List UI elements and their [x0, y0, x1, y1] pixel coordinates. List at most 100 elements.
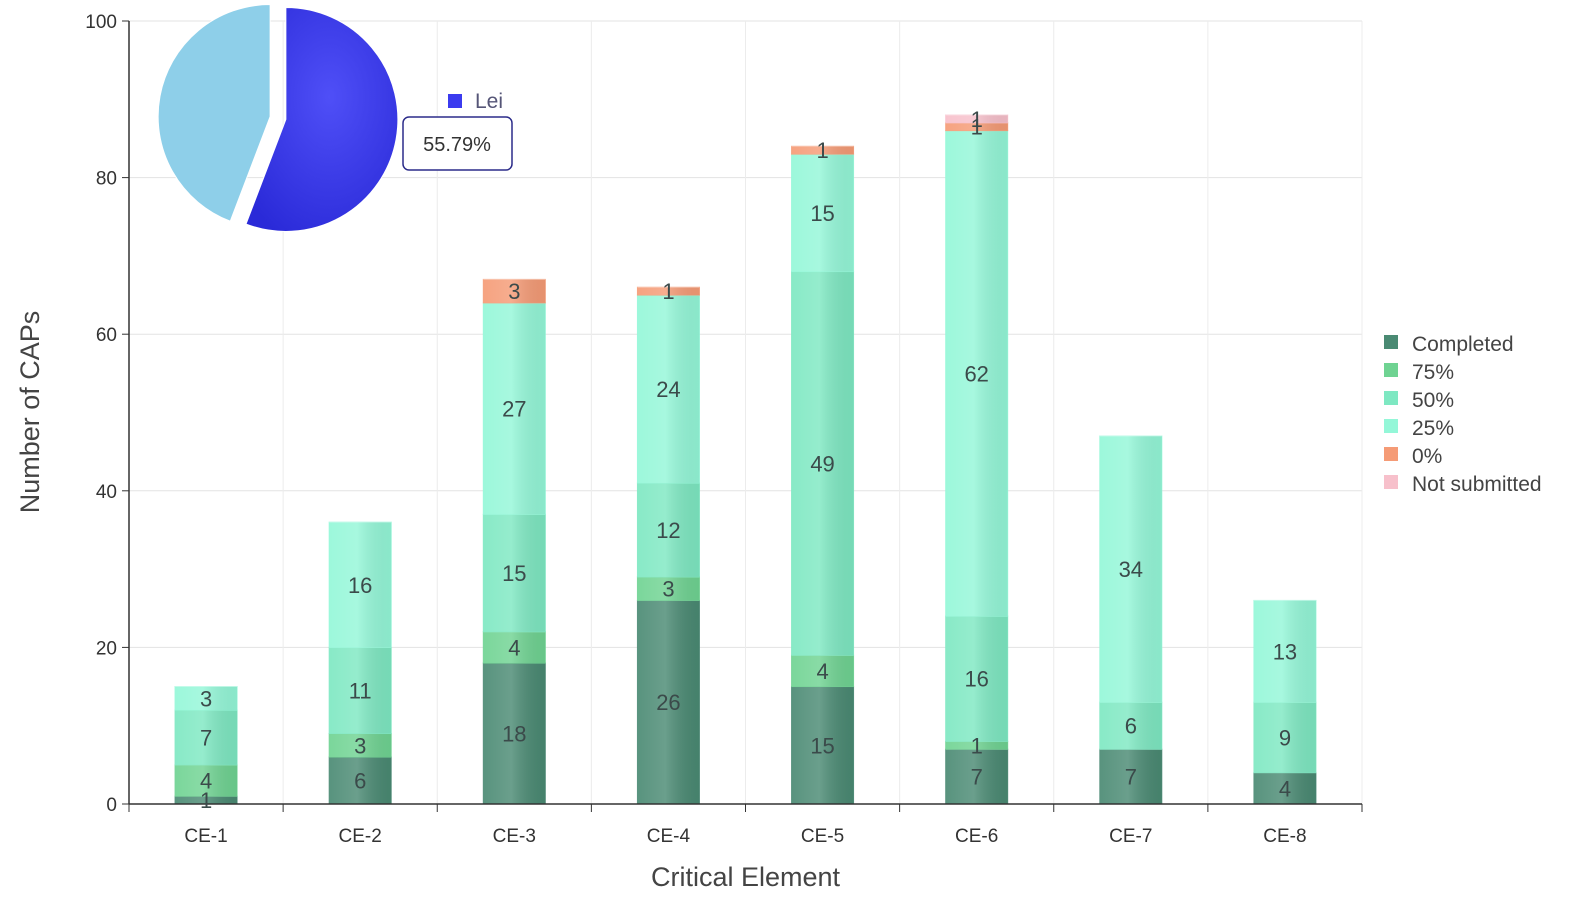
- legend-swatch: [1384, 391, 1398, 405]
- bar-data-label: 1: [971, 115, 983, 140]
- pie-tooltip-value: 55.79%: [423, 134, 491, 156]
- bar-segment-shine: [945, 741, 1008, 750]
- bar-data-label: 4: [1279, 776, 1291, 801]
- y-tick-label: 20: [96, 638, 117, 659]
- x-tick-label: CE-4: [647, 826, 691, 847]
- bar-segment-shine: [175, 796, 238, 804]
- y-tick-label: 60: [96, 325, 117, 346]
- bar-segment-shine: [637, 600, 700, 804]
- bar-segment-shine: [791, 146, 854, 155]
- bar-data-label: 18: [502, 722, 526, 747]
- legend-swatch: [1384, 335, 1398, 349]
- x-tick-label: CE-6: [955, 826, 998, 847]
- pie-tooltip-box: [402, 116, 513, 171]
- bar-data-label: 1: [971, 107, 983, 132]
- bar-data-label: 7: [1125, 765, 1137, 790]
- pie-slice: [157, 4, 271, 222]
- bar-data-label: 15: [810, 733, 834, 758]
- bar-data-label: 26: [656, 690, 680, 715]
- bar-data-label: 15: [502, 561, 526, 586]
- bar-data-label: 3: [662, 577, 674, 602]
- bar-segment-shine: [945, 130, 1008, 617]
- bar-segment-shine: [791, 655, 854, 687]
- x-tick-label: CE-5: [801, 826, 844, 847]
- x-tick-label: CE-3: [493, 826, 536, 847]
- bar-data-label: 7: [200, 725, 212, 750]
- bar-data-label: 15: [810, 201, 834, 226]
- bar-segment-shine: [483, 514, 546, 632]
- bar-stack-group: [174, 114, 1317, 805]
- bar-segment-shine: [637, 482, 700, 577]
- bar-segment-shine: [329, 733, 392, 758]
- bar-data-label: 24: [656, 377, 680, 402]
- bar-segment-shine: [1253, 772, 1316, 804]
- legend-item-label: 75%: [1412, 361, 1454, 384]
- bar-data-label: 13: [1273, 639, 1297, 664]
- segment-labels: 1473631116184152732631224115449151711662…: [200, 107, 1297, 813]
- legend-swatch: [1384, 475, 1398, 489]
- bar-segment-shine: [945, 122, 1008, 131]
- bar-data-label: 4: [508, 635, 520, 660]
- bar-data-label: 62: [964, 361, 988, 386]
- x-tick-label: CE-1: [184, 826, 227, 847]
- legend-item-label: Completed: [1412, 333, 1514, 356]
- pie-slice: [245, 6, 399, 232]
- x-tick-label: CE-8: [1263, 826, 1306, 847]
- bar-segment-shine: [483, 279, 546, 303]
- legend: Completed 75% 50% 25% 0% Not submitted: [1384, 333, 1542, 496]
- bar-segment-shine: [1099, 702, 1162, 750]
- bar-segment-shine: [483, 663, 546, 804]
- y-tick-label: 0: [106, 795, 117, 816]
- bar-data-label: 1: [200, 788, 212, 813]
- bar-data-label: 16: [348, 573, 372, 598]
- bar-segment-shine: [175, 686, 238, 711]
- bar-segment-shine: [175, 764, 238, 797]
- bar-segment-shine: [329, 757, 392, 804]
- bar-segment-shine: [791, 271, 854, 656]
- bar-segment-shine: [791, 154, 854, 272]
- bar-segment-shine: [637, 295, 700, 483]
- bar-data-label: 3: [200, 686, 212, 711]
- bar-data-label: 49: [810, 451, 834, 476]
- bar-data-label: 27: [502, 397, 526, 422]
- axes: 0 20 40 60 80 100 CE-1 CE-2 CE-3 CE-4 CE-5 CE-6 CE-7…: [15, 12, 1363, 892]
- bar-segment-shine: [945, 114, 1008, 123]
- bar-data-label: 9: [1279, 725, 1291, 750]
- bar-data-label: 4: [200, 769, 212, 794]
- bar-data-label: 7: [971, 765, 983, 790]
- bar-segment-shine: [329, 522, 392, 648]
- bar-segment-shine: [637, 576, 700, 601]
- bar-data-label: 16: [964, 667, 988, 692]
- legend-item-label: 50%: [1412, 389, 1454, 412]
- x-tick-label: CE-2: [339, 826, 382, 847]
- bar-segment-shine: [791, 686, 854, 804]
- legend-item-label: Not submitted: [1412, 473, 1542, 496]
- bar-data-label: 4: [816, 659, 828, 684]
- bar-data-label: 6: [1125, 714, 1137, 739]
- bar-data-label: 1: [816, 138, 828, 163]
- legend-item-label: 0%: [1412, 445, 1442, 468]
- bar-data-label: 12: [656, 518, 680, 543]
- pie-chart: Lei 55.79%: [157, 4, 513, 232]
- y-tick-label: 40: [96, 482, 117, 503]
- bar-data-label: 1: [971, 733, 983, 758]
- pie-legend-label: Lei: [475, 90, 503, 113]
- bar-segment-shine: [175, 710, 238, 765]
- y-tick-label: 100: [85, 12, 117, 33]
- legend-swatch: [1384, 447, 1398, 461]
- bar-segment-shine: [1099, 749, 1162, 804]
- bar-data-label: 34: [1119, 557, 1143, 582]
- bar-segment-shine: [945, 616, 1008, 742]
- bar-data-label: 3: [508, 279, 520, 304]
- bar-segment-shine: [329, 647, 392, 734]
- bar-segment-shine: [1253, 600, 1316, 703]
- bar-data-label: 3: [354, 733, 366, 758]
- legend-item-label: 25%: [1412, 417, 1454, 440]
- bar-data-label: 6: [354, 769, 366, 794]
- bar-segment-shine: [637, 287, 700, 296]
- bar-data-label: 11: [349, 678, 372, 703]
- legend-swatch: [1384, 419, 1398, 433]
- bar-segment-shine: [483, 631, 546, 664]
- x-axis-title: Critical Element: [651, 862, 841, 892]
